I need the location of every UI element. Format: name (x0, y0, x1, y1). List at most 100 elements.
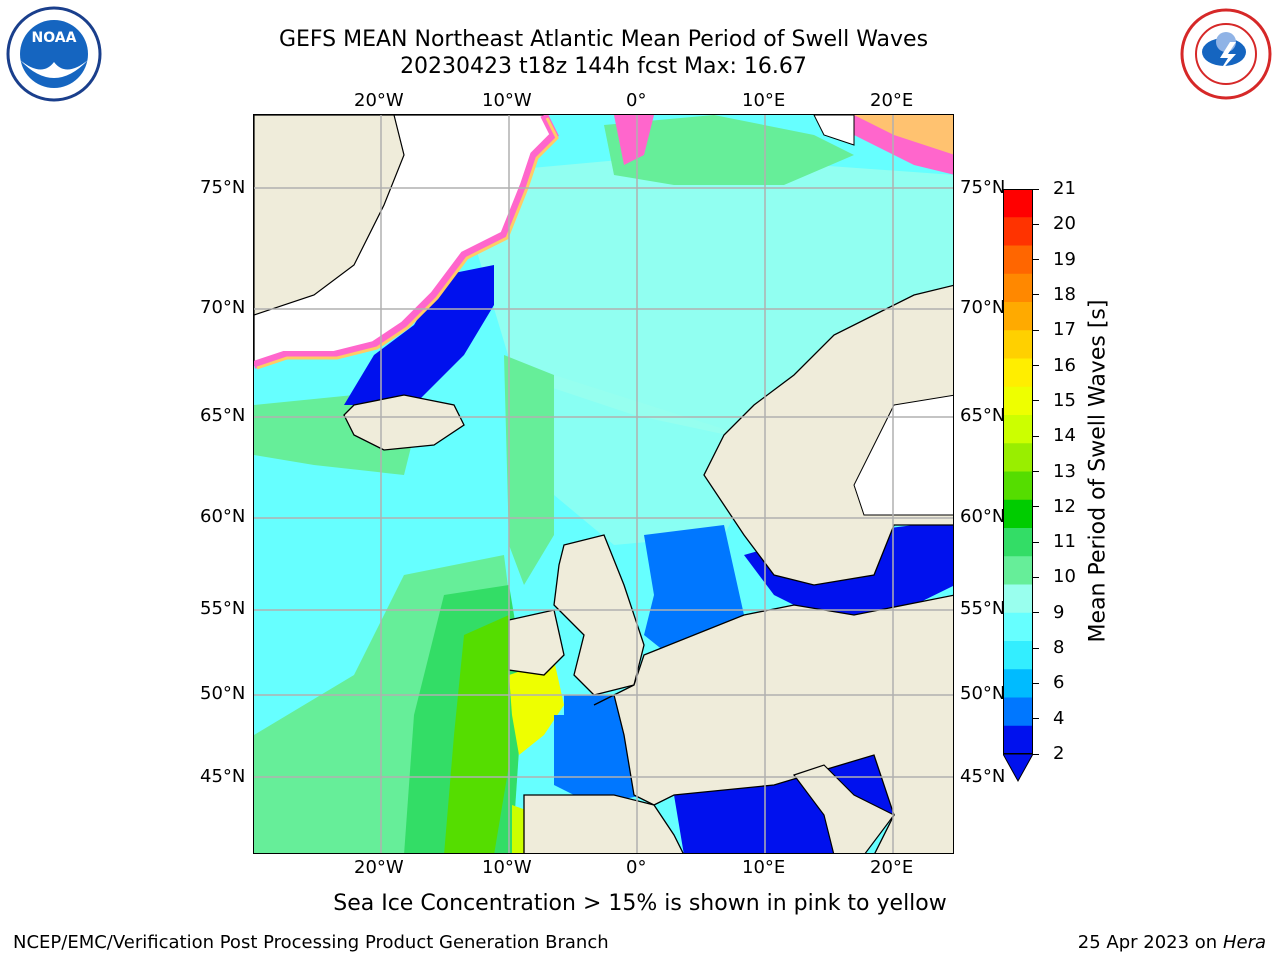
colorbar-swatch (1003, 189, 1033, 218)
colorbar-tick-mark (1033, 471, 1039, 472)
sea-ice-note: Sea Ice Concentration > 15% is shown in … (333, 891, 947, 916)
colorbar-swatch (1003, 471, 1033, 501)
italy-landmass (793, 764, 895, 853)
svalbard-land (813, 115, 855, 146)
lat-tick-left-60n: 60°N (200, 506, 246, 527)
nws-logo-icon (1178, 8, 1274, 100)
colorbar-tick-mark (1033, 223, 1039, 225)
colorbar-tick-mark (1033, 682, 1039, 684)
footer-machine: Hera (1222, 932, 1266, 953)
lat-tick-left-75n: 75°N (200, 177, 246, 198)
lon-tick-bottom-20e: 20°E (870, 857, 914, 878)
lon-tick-bottom-20w: 20°W (354, 857, 404, 878)
colorbar-tick-label: 2 (1053, 743, 1065, 764)
colorbar-tick-mark (1033, 612, 1039, 614)
lat-tick-left-45n: 45°N (200, 766, 246, 787)
colorbar-tick-label: 19 (1053, 248, 1076, 270)
colorbar-tick-mark (1033, 435, 1039, 437)
colorbar-swatch (1003, 697, 1033, 727)
wave-period-map (253, 114, 954, 854)
colorbar-tick-mark (1033, 576, 1039, 578)
swell-bright-green-band (444, 615, 509, 853)
lat-tick-right-65n: 65°N (960, 405, 1006, 426)
colorbar-tick-mark (1033, 753, 1039, 755)
lat-tick-left-55n: 55°N (200, 598, 246, 619)
colorbar-tick-label: 16 (1053, 354, 1076, 376)
greenland-coast (254, 115, 405, 316)
graticule (254, 115, 953, 853)
colorbar-tick-label: 18 (1053, 283, 1076, 305)
sea-ice-edge-greenland-inner (256, 117, 559, 370)
svg-text:NOAA: NOAA (32, 30, 77, 46)
lat-tick-left-65n: 65°N (200, 405, 246, 426)
colorbar-tick-mark (1033, 188, 1039, 190)
colorbar-swatch (1003, 584, 1033, 614)
colorbar-tick-mark (1033, 718, 1039, 720)
colorbar-swatches (1002, 189, 1034, 783)
sweden-finland-masked (853, 394, 953, 516)
lon-tick-bottom-10e: 10°E (742, 857, 786, 878)
iberia-landmass (523, 794, 684, 853)
lat-tick-left-70n: 70°N (200, 297, 246, 318)
lat-tick-right-70n: 70°N (960, 297, 1006, 318)
colorbar-tick-mark (1033, 400, 1039, 402)
lat-tick-right-50n: 50°N (960, 683, 1006, 704)
colorbar-tick-label: 11 (1053, 531, 1076, 553)
lat-tick-right-55n: 55°N (960, 598, 1006, 619)
noaa-logo-icon: NOAA (6, 6, 102, 102)
colorbar-tick-label: 14 (1053, 425, 1076, 447)
colorbar-swatch (1003, 302, 1033, 331)
colorbar (1002, 189, 1034, 784)
colorbar-swatch (1003, 245, 1033, 275)
colorbar-tick-mark (1033, 329, 1039, 331)
colorbar-tick-mark (1033, 647, 1039, 649)
colorbar-tick-mark (1033, 506, 1039, 508)
footer-date: 25 Apr 2023 on Hera (1078, 932, 1266, 953)
colorbar-tick-label: 17 (1053, 319, 1076, 341)
footer-branch: NCEP/EMC/Verification Post Processing Pr… (13, 932, 609, 953)
colorbar-tick-label: 6 (1053, 672, 1065, 694)
footer-date-text: 25 Apr 2023 on (1077, 932, 1223, 953)
colorbar-swatch (1003, 669, 1033, 698)
swell-green-central-1 (504, 355, 554, 585)
colorbar-outline (1003, 189, 1033, 754)
colorbar-swatch (1003, 612, 1033, 642)
colorbar-label: Mean Period of Swell Waves [s] (1085, 299, 1111, 643)
sea-ice-svalbard-core (854, 115, 953, 155)
lon-tick-top-20e: 20°E (870, 90, 914, 111)
colorbar-tick-label: 8 (1053, 637, 1065, 659)
colorbar-swatch (1003, 528, 1033, 557)
colorbar-swatch (1003, 386, 1033, 416)
lon-tick-top-20w: 20°W (354, 90, 404, 111)
colorbar-swatch (1003, 217, 1033, 246)
colorbar-swatch (1003, 273, 1033, 303)
colorbar-tick-label: 10 (1053, 566, 1076, 588)
map-canvas (254, 115, 953, 853)
colorbar-extend-arrow (1002, 753, 1034, 783)
lat-tick-right-75n: 75°N (960, 177, 1006, 198)
colorbar-tick-mark (1033, 294, 1039, 296)
lon-tick-bottom-10w: 10°W (482, 857, 532, 878)
title-line-1: GEFS MEAN Northeast Atlantic Mean Period… (278, 27, 929, 52)
colorbar-tick-label: 20 (1053, 213, 1076, 235)
swell-yellow-south (512, 805, 526, 853)
lat-tick-left-50n: 50°N (200, 683, 246, 704)
colorbar-swatch (1003, 725, 1033, 755)
colorbar-tick-label: 12 (1053, 495, 1076, 517)
colorbar-swatch (1003, 443, 1033, 472)
colorbar-swatch (1003, 499, 1033, 529)
lon-tick-bottom-0: 0° (626, 857, 647, 878)
swell-blue-biscay (554, 715, 644, 805)
lat-tick-right-60n: 60°N (960, 506, 1006, 527)
sea-ice-edge-greenland (254, 115, 559, 369)
colorbar-swatch (1003, 330, 1033, 359)
colorbar-tick-mark (1033, 541, 1039, 543)
sea-ice-svalbard-west (614, 115, 654, 165)
colorbar-tick-label: 4 (1053, 707, 1065, 729)
colorbar-tick-label: 15 (1053, 389, 1076, 411)
colorbar-swatch (1003, 358, 1033, 388)
lon-tick-top-10w: 10°W (482, 90, 532, 111)
colorbar-swatch (1003, 556, 1033, 585)
colorbar-tick-label: 13 (1053, 460, 1076, 482)
iceland-landmass (343, 394, 465, 451)
